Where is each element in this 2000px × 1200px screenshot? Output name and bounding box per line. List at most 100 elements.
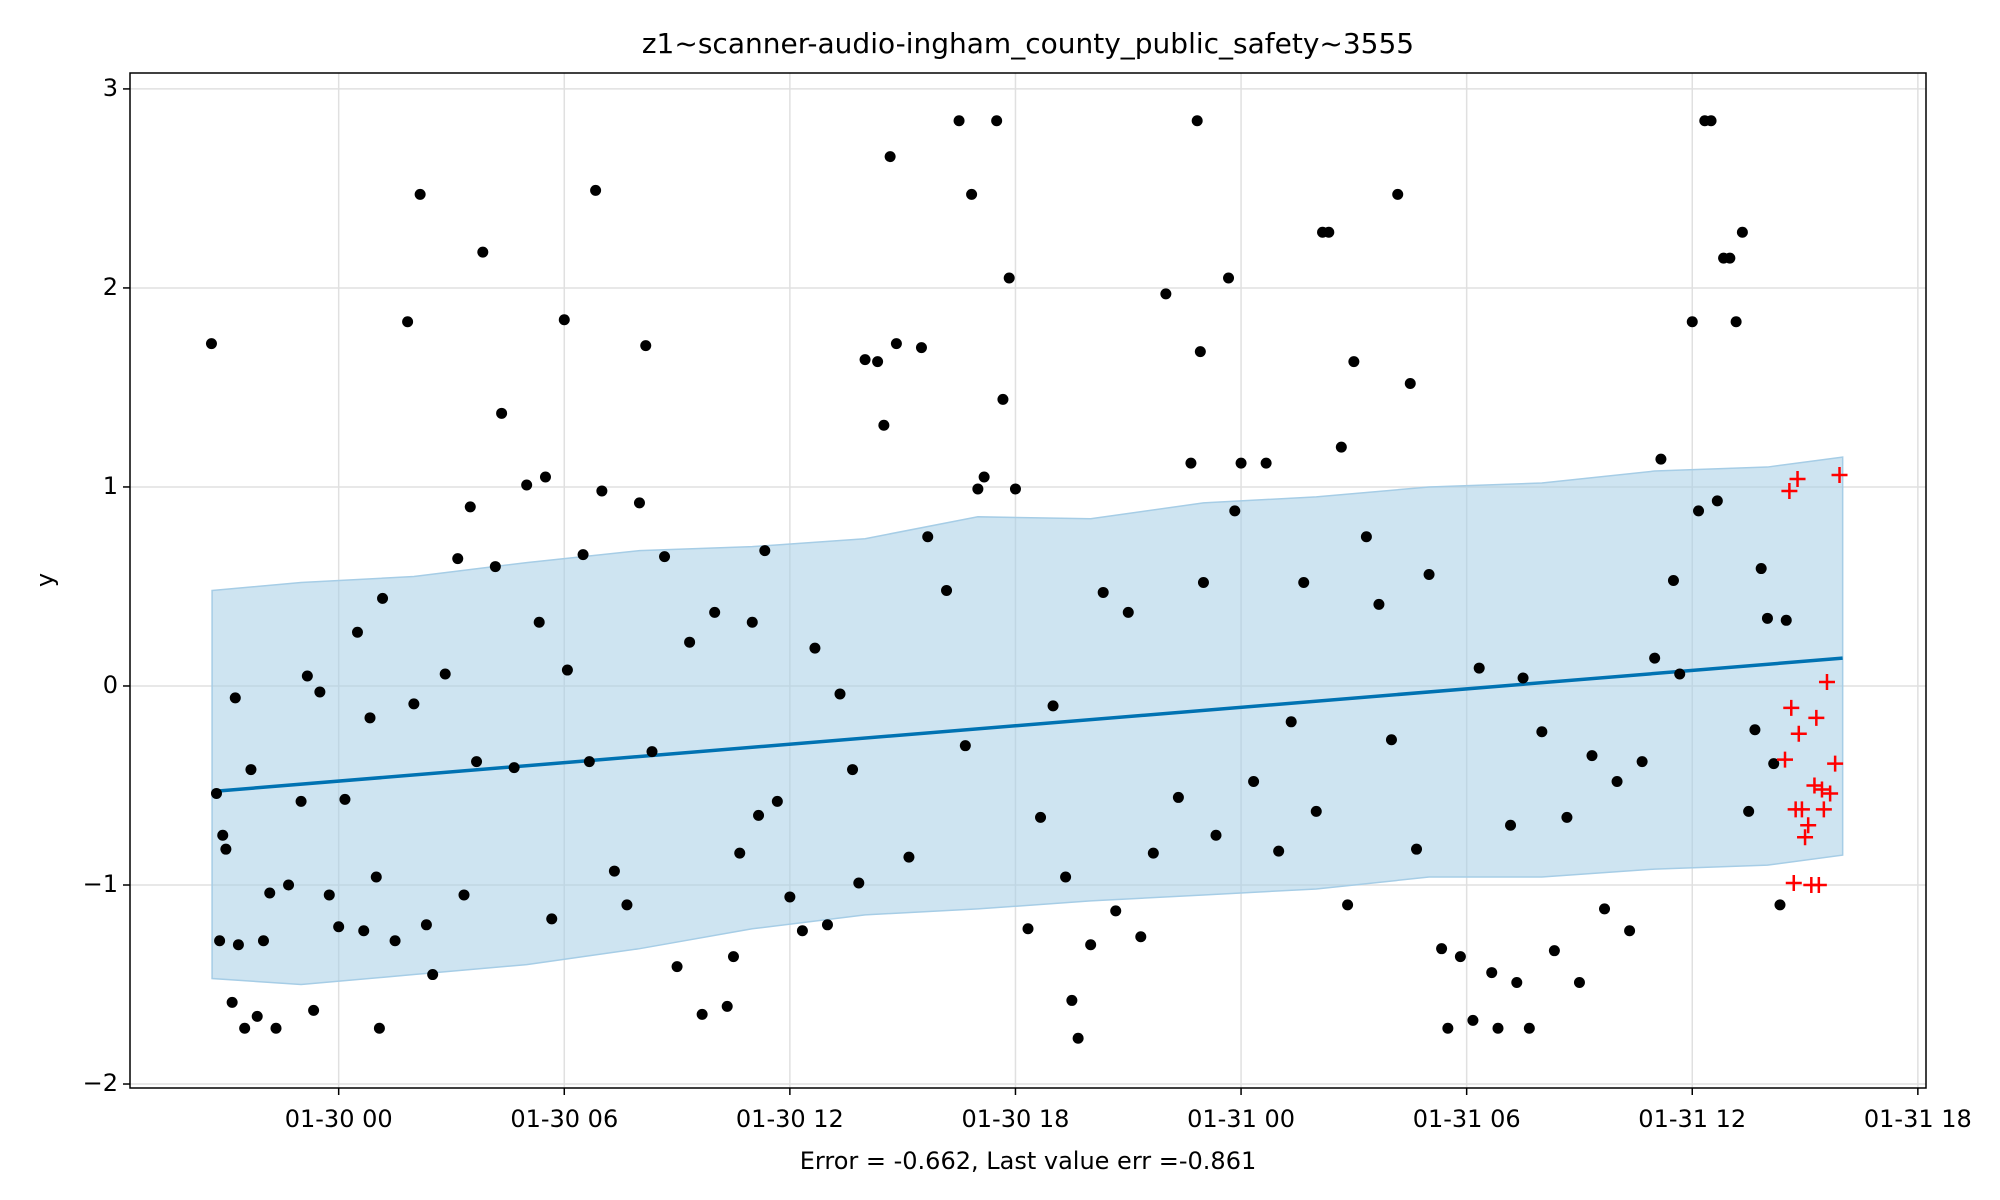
- data-point: [1649, 652, 1661, 664]
- data-point: [903, 851, 915, 863]
- data-point: [1197, 576, 1209, 588]
- data-point: [1385, 734, 1397, 746]
- data-point: [370, 871, 382, 883]
- forecast-point: [1785, 875, 1802, 892]
- data-point: [1486, 967, 1498, 979]
- data-point: [1611, 776, 1623, 788]
- data-point: [339, 793, 351, 805]
- data-point: [646, 746, 658, 758]
- x-tick-label: 01-31 12: [1638, 1105, 1746, 1133]
- data-point: [1768, 758, 1780, 770]
- data-point: [1454, 951, 1466, 963]
- data-point: [1667, 575, 1679, 586]
- y-tick-label: 3: [103, 74, 118, 102]
- data-point: [809, 642, 821, 654]
- data-point: [489, 561, 501, 573]
- data-point: [583, 756, 595, 768]
- data-point: [351, 626, 363, 638]
- data-point: [1147, 847, 1159, 859]
- x-tick-label: 01-30 06: [510, 1105, 618, 1133]
- data-point: [1674, 668, 1686, 680]
- data-point: [561, 664, 573, 676]
- data-point: [1655, 453, 1667, 465]
- data-point: [721, 1000, 733, 1012]
- x-tick-label: 01-31 00: [1187, 1105, 1295, 1133]
- forecast-point: [1793, 801, 1810, 818]
- forecast-point: [1808, 709, 1825, 726]
- data-point: [408, 698, 420, 710]
- data-point: [1523, 1022, 1535, 1034]
- data-point: [458, 889, 470, 901]
- data-point: [1599, 903, 1611, 915]
- data-point: [1342, 899, 1354, 911]
- data-point: [633, 497, 645, 509]
- data-point: [978, 471, 990, 483]
- data-point: [1693, 505, 1705, 517]
- forecast-point: [1781, 482, 1798, 499]
- data-point: [872, 356, 884, 368]
- data-point: [746, 616, 758, 628]
- forecast-point: [1797, 829, 1814, 846]
- data-point: [1473, 662, 1485, 674]
- data-point: [1022, 923, 1034, 935]
- data-point: [1505, 819, 1517, 831]
- data-point: [922, 531, 934, 543]
- data-point: [439, 668, 451, 680]
- data-point: [1736, 226, 1748, 238]
- data-point: [696, 1008, 708, 1020]
- data-point: [621, 899, 633, 911]
- data-point: [1423, 569, 1435, 581]
- uncertainty-band: [211, 456, 1844, 986]
- data-point: [972, 483, 984, 495]
- data-point: [590, 184, 602, 196]
- data-point: [759, 545, 771, 557]
- data-point: [402, 316, 414, 328]
- data-point: [1348, 356, 1360, 368]
- data-point: [217, 829, 229, 841]
- data-point: [727, 951, 739, 963]
- data-point: [1035, 811, 1047, 823]
- data-point: [1755, 563, 1767, 575]
- data-point: [1003, 272, 1015, 284]
- forecast-point: [1822, 785, 1839, 802]
- data-point: [1442, 1022, 1454, 1034]
- forecast-point: [1827, 755, 1844, 772]
- data-point: [771, 795, 783, 807]
- forecast-point: [1783, 699, 1800, 716]
- data-point: [1160, 288, 1172, 300]
- data-point: [859, 354, 871, 366]
- data-point: [373, 1022, 385, 1034]
- plot-frame: [129, 72, 1927, 1089]
- data-point: [1335, 441, 1347, 453]
- data-point: [1047, 700, 1059, 712]
- x-tick-label: 01-31 06: [1413, 1105, 1521, 1133]
- data-point: [1749, 724, 1761, 736]
- y-axis-label: y: [31, 573, 59, 587]
- data-point: [257, 935, 269, 947]
- data-point: [210, 787, 222, 799]
- data-point: [308, 1004, 320, 1016]
- data-point: [577, 549, 589, 561]
- data-point: [1072, 1032, 1084, 1044]
- data-point: [1774, 899, 1786, 911]
- data-point: [1060, 871, 1072, 883]
- data-point: [1711, 495, 1723, 507]
- y-tick-label: −1: [83, 870, 118, 898]
- data-point: [251, 1010, 263, 1022]
- y-tick-label: −2: [83, 1069, 118, 1097]
- data-point: [1548, 945, 1560, 957]
- forecast-point: [1813, 781, 1830, 798]
- data-point: [1085, 939, 1097, 951]
- forecast-point: [1818, 674, 1835, 690]
- x-axis-label: Error = -0.662, Last value err =-0.861: [800, 1147, 1256, 1175]
- data-point: [1724, 252, 1736, 264]
- data-point: [1066, 994, 1078, 1006]
- data-point: [1285, 716, 1297, 728]
- data-point: [1780, 614, 1792, 626]
- data-point: [796, 925, 808, 937]
- data-point: [821, 919, 833, 931]
- data-point: [220, 843, 232, 855]
- data-point: [508, 762, 520, 774]
- x-tick-label: 01-30 12: [736, 1105, 844, 1133]
